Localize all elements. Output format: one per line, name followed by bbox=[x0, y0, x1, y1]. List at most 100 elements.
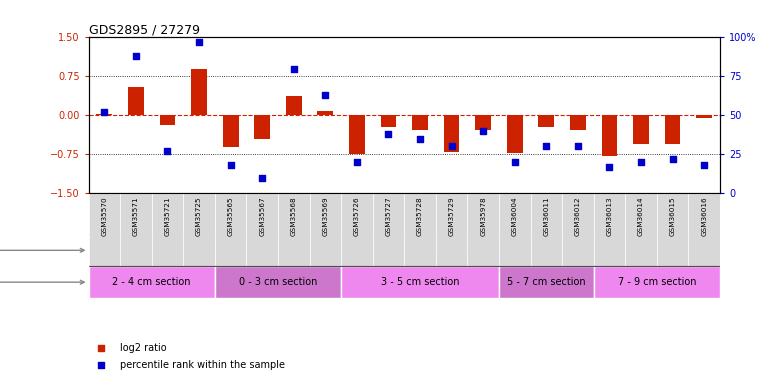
Point bbox=[95, 362, 107, 368]
Bar bbox=[286, 96, 302, 115]
Point bbox=[162, 148, 174, 154]
Text: 2 - 4 cm section: 2 - 4 cm section bbox=[112, 277, 191, 287]
Point bbox=[572, 143, 584, 149]
Bar bbox=[436, 193, 467, 266]
Bar bbox=[317, 111, 333, 115]
Point bbox=[635, 159, 648, 165]
Bar bbox=[373, 193, 404, 266]
Bar bbox=[215, 234, 720, 266]
Point bbox=[667, 156, 679, 162]
Point bbox=[698, 162, 711, 168]
Text: GSM36014: GSM36014 bbox=[638, 197, 644, 236]
Point bbox=[509, 159, 521, 165]
Bar bbox=[467, 193, 499, 266]
Text: 0 - 3 cm section: 0 - 3 cm section bbox=[239, 277, 317, 287]
Text: GSM35727: GSM35727 bbox=[386, 197, 391, 236]
Text: other: other bbox=[0, 277, 84, 287]
Point bbox=[99, 109, 111, 115]
Bar bbox=[594, 193, 625, 266]
Bar bbox=[152, 193, 183, 266]
Point bbox=[130, 53, 142, 59]
Point bbox=[256, 174, 269, 180]
Bar bbox=[120, 193, 152, 266]
Text: GDS2895 / 27279: GDS2895 / 27279 bbox=[89, 23, 199, 36]
Bar bbox=[594, 266, 720, 298]
Point bbox=[414, 136, 427, 142]
Text: GSM36004: GSM36004 bbox=[512, 197, 517, 236]
Bar bbox=[538, 115, 554, 127]
Point bbox=[192, 39, 205, 45]
Text: GSM36011: GSM36011 bbox=[544, 197, 549, 236]
Bar bbox=[412, 115, 428, 130]
Bar bbox=[688, 193, 720, 266]
Text: GSM35567: GSM35567 bbox=[259, 197, 265, 236]
Bar bbox=[215, 266, 341, 298]
Point bbox=[225, 162, 237, 168]
Bar bbox=[499, 266, 594, 298]
Text: development stage: development stage bbox=[0, 245, 84, 255]
Point bbox=[95, 345, 107, 351]
Bar bbox=[657, 193, 688, 266]
Bar bbox=[562, 193, 594, 266]
Bar bbox=[223, 115, 239, 147]
Bar bbox=[404, 193, 436, 266]
Bar bbox=[633, 115, 649, 144]
Point bbox=[288, 66, 300, 72]
Bar bbox=[246, 193, 278, 266]
Text: GSM35571: GSM35571 bbox=[133, 197, 139, 236]
Text: GSM35728: GSM35728 bbox=[417, 197, 423, 236]
Bar bbox=[96, 114, 112, 115]
Point bbox=[320, 92, 332, 98]
Text: GSM36016: GSM36016 bbox=[701, 197, 707, 236]
Bar bbox=[625, 193, 657, 266]
Bar bbox=[380, 115, 397, 127]
Bar bbox=[254, 115, 270, 139]
Bar bbox=[570, 115, 586, 130]
Bar bbox=[89, 234, 215, 266]
Bar bbox=[191, 69, 207, 115]
Text: GSM35978: GSM35978 bbox=[480, 197, 486, 236]
Text: 5 - 7 cm section: 5 - 7 cm section bbox=[507, 277, 586, 287]
Bar bbox=[349, 115, 365, 154]
Text: 7 - 9 cm section: 7 - 9 cm section bbox=[618, 277, 696, 287]
Bar bbox=[665, 115, 681, 144]
Point bbox=[604, 164, 616, 170]
Bar bbox=[128, 87, 144, 115]
Point bbox=[446, 143, 458, 149]
Text: GSM36015: GSM36015 bbox=[670, 197, 675, 236]
Bar bbox=[215, 193, 246, 266]
Point bbox=[351, 159, 363, 165]
Bar bbox=[341, 266, 499, 298]
Text: GSM35565: GSM35565 bbox=[228, 197, 233, 236]
Bar bbox=[507, 115, 523, 153]
Text: GSM35569: GSM35569 bbox=[323, 197, 328, 236]
Point bbox=[383, 131, 395, 137]
Bar bbox=[601, 115, 618, 156]
Bar bbox=[278, 193, 310, 266]
Text: GSM35568: GSM35568 bbox=[291, 197, 296, 236]
Bar bbox=[444, 115, 460, 152]
Point bbox=[541, 143, 553, 149]
Bar bbox=[183, 193, 215, 266]
Text: GSM36012: GSM36012 bbox=[575, 197, 581, 236]
Text: 10 cm stem: 10 cm stem bbox=[434, 245, 500, 255]
Bar bbox=[159, 115, 176, 125]
Text: log2 ratio: log2 ratio bbox=[120, 343, 167, 353]
Bar bbox=[696, 115, 712, 118]
Text: GSM35570: GSM35570 bbox=[102, 197, 107, 236]
Bar bbox=[310, 193, 341, 266]
Text: GSM35729: GSM35729 bbox=[449, 197, 454, 236]
Point bbox=[477, 128, 490, 134]
Text: 5 cm stem: 5 cm stem bbox=[122, 245, 181, 255]
Text: 3 - 5 cm section: 3 - 5 cm section bbox=[381, 277, 459, 287]
Bar bbox=[89, 193, 120, 266]
Bar bbox=[341, 193, 373, 266]
Text: percentile rank within the sample: percentile rank within the sample bbox=[120, 360, 285, 370]
Text: GSM35726: GSM35726 bbox=[354, 197, 360, 236]
Bar bbox=[499, 193, 531, 266]
Bar bbox=[89, 266, 215, 298]
Bar bbox=[475, 115, 491, 130]
Bar bbox=[531, 193, 562, 266]
Text: GSM35725: GSM35725 bbox=[196, 197, 202, 236]
Text: GSM36013: GSM36013 bbox=[607, 197, 612, 236]
